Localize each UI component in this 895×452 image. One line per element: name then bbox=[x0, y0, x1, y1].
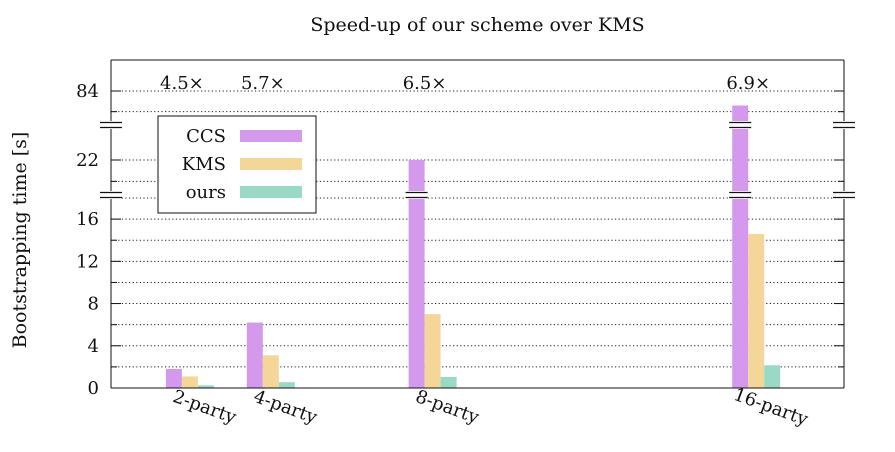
legend-label: CCS bbox=[186, 126, 226, 147]
y-tick-label: 4 bbox=[88, 336, 99, 357]
speedup-annotations: 4.5× 5.7× 6.5× 6.9× bbox=[160, 73, 770, 94]
bar-ccs bbox=[408, 160, 425, 388]
bar-kms bbox=[181, 376, 198, 388]
x-tick-label: 2-party bbox=[170, 386, 240, 429]
y-tick-label: 0 bbox=[88, 378, 99, 399]
y-tick-label: 16 bbox=[76, 209, 99, 230]
legend-swatch-ours bbox=[240, 186, 302, 198]
chart-title: Speed-up of our scheme over KMS bbox=[310, 14, 645, 36]
axis-break-marks bbox=[100, 121, 855, 199]
bar-ours bbox=[197, 385, 214, 388]
bar-ours bbox=[440, 376, 457, 388]
bar-kms bbox=[262, 355, 279, 388]
bar-ccs bbox=[165, 369, 182, 388]
speedup-label: 5.7× bbox=[241, 73, 285, 94]
y-tick-label: 22 bbox=[76, 150, 99, 171]
bar-ours bbox=[278, 382, 295, 388]
bar-break-mark-mask bbox=[729, 191, 752, 199]
y-tick-label: 8 bbox=[88, 294, 99, 315]
bar-ccs bbox=[732, 105, 749, 388]
y-axis-break-mark-mask bbox=[100, 191, 122, 199]
speedup-label: 6.9× bbox=[726, 73, 770, 94]
bar-ours bbox=[764, 365, 781, 388]
x-tick-label: 16-party bbox=[731, 384, 812, 430]
bar-ccs bbox=[246, 322, 263, 388]
speedup-label: 4.5× bbox=[160, 73, 204, 94]
legend-swatch-ccs bbox=[240, 130, 302, 142]
legend-label: KMS bbox=[182, 154, 226, 175]
x-tick-label: 4-party bbox=[251, 386, 321, 429]
bar-kms bbox=[748, 233, 765, 388]
right-axis-break-mark-mask bbox=[833, 121, 855, 129]
x-tick-label: 8-party bbox=[413, 386, 483, 429]
bar-break-mark-mask bbox=[729, 121, 752, 129]
legend-label: ours bbox=[186, 182, 226, 203]
y-tick-label: 84 bbox=[76, 81, 99, 102]
y-axis-break-mark-mask bbox=[100, 121, 122, 129]
y-tick-label: 12 bbox=[76, 251, 99, 272]
bars bbox=[165, 105, 781, 388]
right-axis-break-mark-mask bbox=[833, 191, 855, 199]
speedup-label: 6.5× bbox=[403, 73, 447, 94]
legend-swatch-kms bbox=[240, 158, 302, 170]
x-tick-labels: 2-party 4-party 8-party 16-party bbox=[170, 384, 811, 430]
bar-kms bbox=[424, 314, 441, 388]
y-ticks: 0 4 8 12 16 22 84 bbox=[76, 81, 844, 399]
legend: CCS KMS ours bbox=[157, 115, 317, 214]
bar-break-mark-mask bbox=[405, 191, 428, 199]
